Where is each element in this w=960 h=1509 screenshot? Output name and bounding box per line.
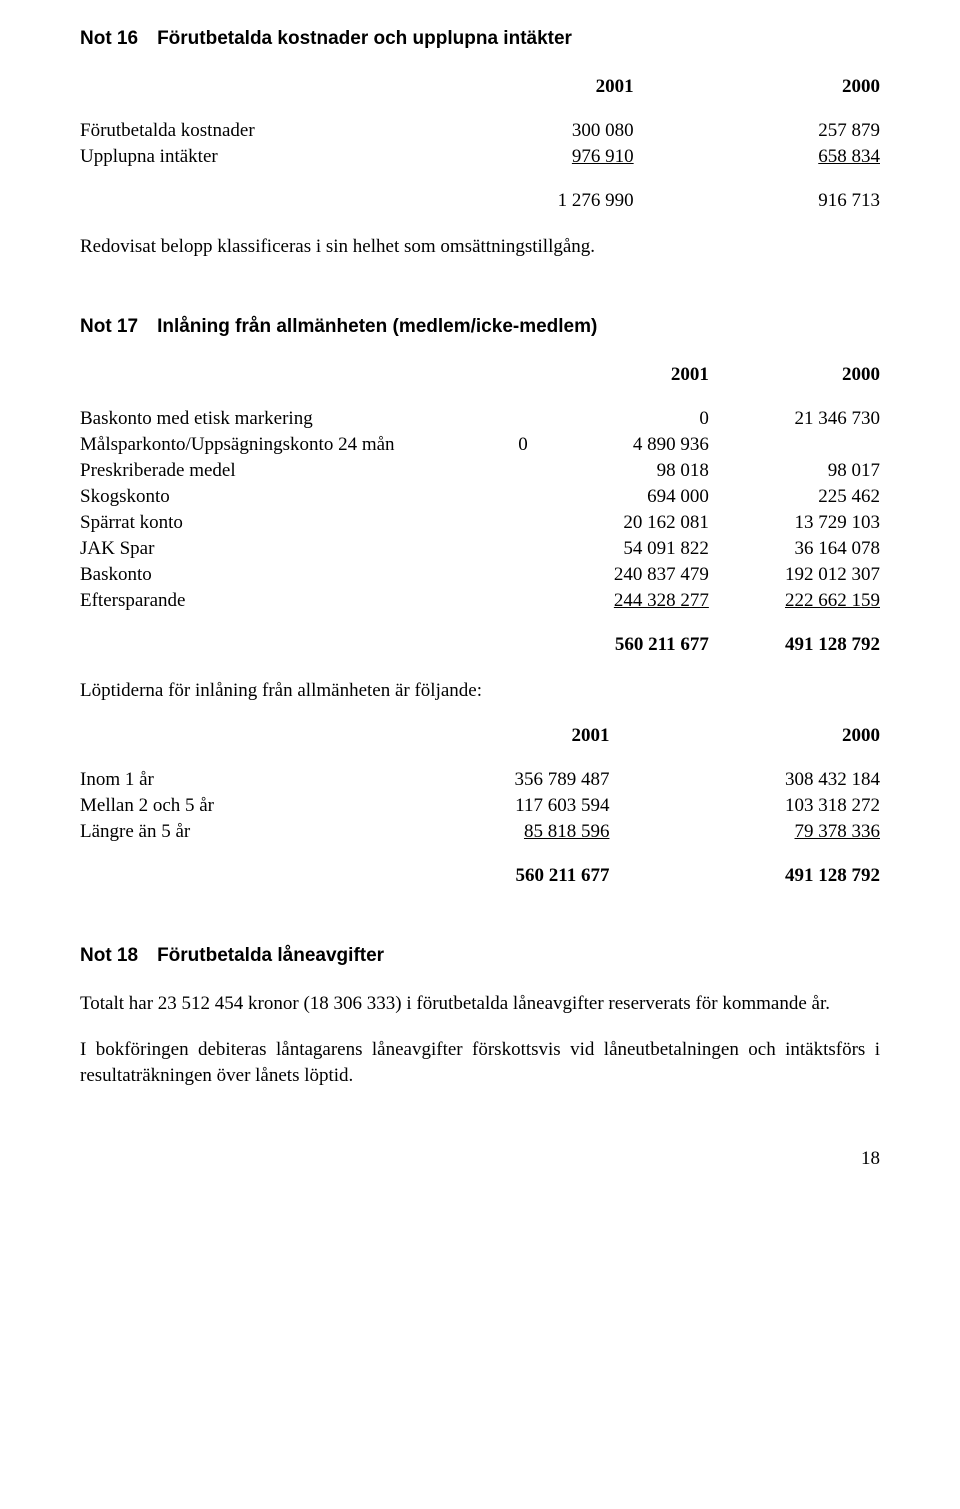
row-c2: 658 834	[634, 144, 880, 170]
note17-table-a: 2001 2000 Baskonto med etisk markering 0…	[80, 362, 880, 658]
row-label: Baskonto med etisk markering	[80, 406, 464, 432]
note16-total-c2: 916 713	[634, 188, 880, 214]
note17-total-a-c2: 491 128 792	[709, 632, 880, 658]
row-c2: 257 879	[634, 118, 880, 144]
table-row: Preskriberade medel 98 018 98 017	[80, 458, 880, 484]
page-number: 18	[80, 1148, 880, 1170]
table-row: Inom 1 år 356 789 487 308 432 184	[80, 767, 880, 793]
note17-heading: Not 17 Inlåning från allmänheten (medlem…	[80, 316, 880, 338]
row-label: Eftersparande	[80, 588, 464, 614]
row-c1: 0	[538, 406, 709, 432]
note18-heading: Not 18 Förutbetalda låneavgifter	[80, 945, 880, 967]
row-c1: 20 162 081	[538, 510, 709, 536]
row-label: Mellan 2 och 5 år	[80, 793, 339, 819]
table-row: Baskonto 240 837 479 192 012 307	[80, 562, 880, 588]
table-row: Målsparkonto/Uppsägningskonto 24 mån 0 4…	[80, 432, 880, 458]
row-label: Förutbetalda kostnader	[80, 118, 387, 144]
note18-p2: I bokföringen debiteras låntagarens låne…	[80, 1037, 880, 1088]
note16-footer-text: Redovisat belopp klassificeras i sin hel…	[80, 234, 880, 260]
row-c1: 356 789 487	[339, 767, 610, 793]
note17-years-row: 2001 2000	[80, 362, 880, 388]
row-c2: 21 346 730	[709, 406, 880, 432]
table-row: Spärrat konto 20 162 081 13 729 103	[80, 510, 880, 536]
page-container: Not 16 Förutbetalda kostnader och upplup…	[0, 0, 960, 1210]
note17-total-a-row: 560 211 677 491 128 792	[80, 632, 880, 658]
row-label: Längre än 5 år	[80, 819, 339, 845]
note17b-year-1: 2001	[339, 723, 610, 749]
note17-total-b-c1: 560 211 677	[339, 863, 610, 889]
row-c1: 4 890 936	[538, 432, 709, 458]
row-c2: 79 378 336	[609, 819, 880, 845]
row-c1: 300 080	[387, 118, 633, 144]
row-c1: 694 000	[538, 484, 709, 510]
row-c2: 222 662 159	[709, 588, 880, 614]
table-row: Längre än 5 år 85 818 596 79 378 336	[80, 819, 880, 845]
row-mid	[464, 406, 537, 432]
note16-total-c1: 1 276 990	[387, 188, 633, 214]
table-row: Skogskonto 694 000 225 462	[80, 484, 880, 510]
note16-year-1: 2001	[387, 74, 633, 100]
row-c2: 98 017	[709, 458, 880, 484]
row-c2: 103 318 272	[609, 793, 880, 819]
row-c1: 117 603 594	[339, 793, 610, 819]
row-c1: 240 837 479	[538, 562, 709, 588]
table-row: Upplupna intäkter 976 910 658 834	[80, 144, 880, 170]
row-label: JAK Spar	[80, 536, 464, 562]
note16-heading: Not 16 Förutbetalda kostnader och upplup…	[80, 28, 880, 50]
note17-year-2: 2000	[709, 362, 880, 388]
row-c1: 976 910	[387, 144, 633, 170]
note18-p1: Totalt har 23 512 454 kronor (18 306 333…	[80, 991, 880, 1017]
table-row: Förutbetalda kostnader 300 080 257 879	[80, 118, 880, 144]
note17b-years-row: 2001 2000	[80, 723, 880, 749]
table-row: JAK Spar 54 091 822 36 164 078	[80, 536, 880, 562]
note16-year-2: 2000	[634, 74, 880, 100]
row-label: Spärrat konto	[80, 510, 464, 536]
row-c2	[709, 432, 880, 458]
table-row: Eftersparande 244 328 277 222 662 159	[80, 588, 880, 614]
table-row: Baskonto med etisk markering 0 21 346 73…	[80, 406, 880, 432]
note17-total-b-row: 560 211 677 491 128 792	[80, 863, 880, 889]
row-label: Upplupna intäkter	[80, 144, 387, 170]
row-label: Preskriberade medel	[80, 458, 464, 484]
row-label: Baskonto	[80, 562, 464, 588]
row-c1: 85 818 596	[339, 819, 610, 845]
note17-total-b-c2: 491 128 792	[609, 863, 880, 889]
note16-total-row: 1 276 990 916 713	[80, 188, 880, 214]
note17-between-text: Löptiderna för inlåning från allmänheten…	[80, 678, 880, 704]
row-mid: 0	[464, 432, 537, 458]
note17b-year-2: 2000	[609, 723, 880, 749]
row-c2: 308 432 184	[609, 767, 880, 793]
note17-year-1: 2001	[538, 362, 709, 388]
row-label: Målsparkonto/Uppsägningskonto 24 mån	[80, 432, 464, 458]
note17-total-a-c1: 560 211 677	[538, 632, 709, 658]
table-row: Mellan 2 och 5 år 117 603 594 103 318 27…	[80, 793, 880, 819]
note16-table: 2001 2000 Förutbetalda kostnader 300 080…	[80, 74, 880, 214]
note17-table-b: 2001 2000 Inom 1 år 356 789 487 308 432 …	[80, 723, 880, 889]
row-label: Inom 1 år	[80, 767, 339, 793]
row-c2: 13 729 103	[709, 510, 880, 536]
row-label: Skogskonto	[80, 484, 464, 510]
row-c1: 244 328 277	[538, 588, 709, 614]
row-c1: 98 018	[538, 458, 709, 484]
note16-years-row: 2001 2000	[80, 74, 880, 100]
row-c1: 54 091 822	[538, 536, 709, 562]
row-c2: 192 012 307	[709, 562, 880, 588]
row-c2: 36 164 078	[709, 536, 880, 562]
row-c2: 225 462	[709, 484, 880, 510]
